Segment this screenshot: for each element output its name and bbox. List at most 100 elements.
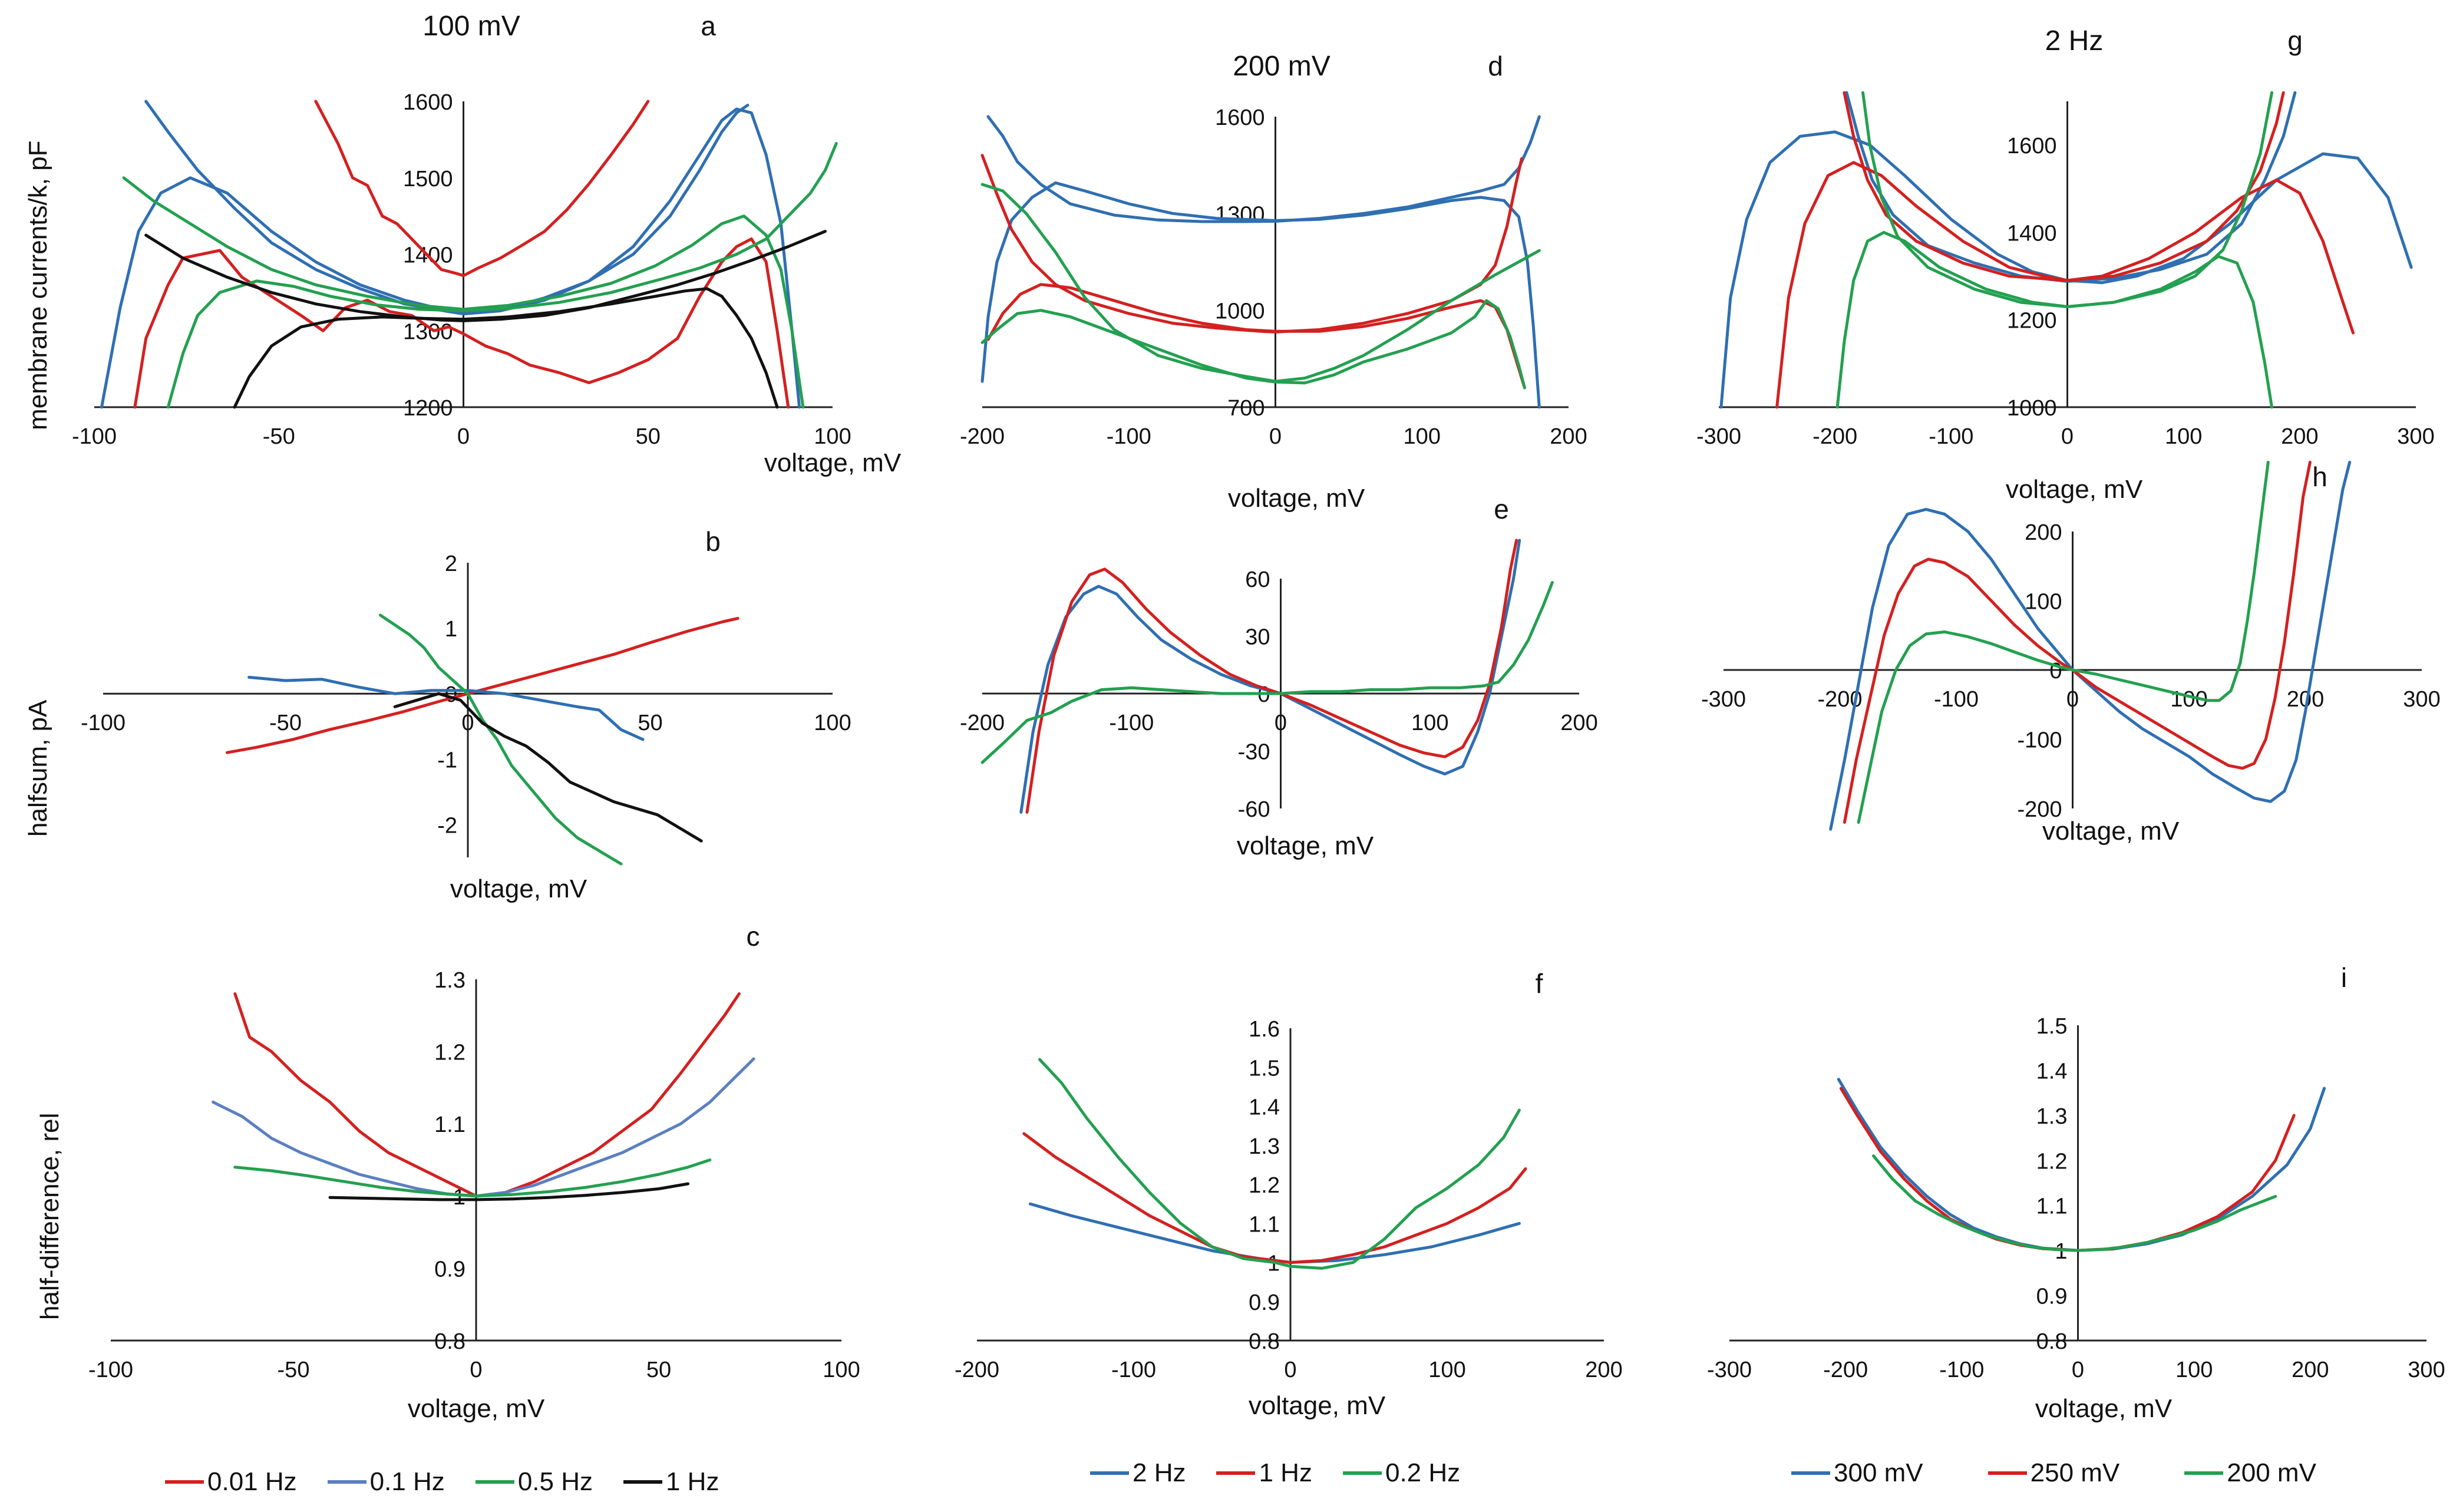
series-line-0-2-hz bbox=[980, 581, 1554, 764]
y-tick-label: 0.8 bbox=[1249, 1329, 1280, 1354]
series-line-0-01-hz bbox=[226, 616, 739, 754]
series-line-0-01-hz bbox=[233, 992, 741, 1198]
x-tick-label: 0 bbox=[2066, 687, 2079, 712]
legend-label: 300 mV bbox=[1834, 1458, 1923, 1487]
series-line-0-1-hz bbox=[212, 1057, 755, 1198]
y-tick-label: 1300 bbox=[1215, 202, 1265, 227]
x-tick-label: 0 bbox=[461, 711, 474, 735]
x-tick-label: -200 bbox=[960, 711, 1005, 735]
x-tick-label: -100 bbox=[1109, 711, 1154, 735]
legend-swatch-2hz bbox=[1090, 1471, 1129, 1475]
legend-left: 0.01 Hz 0.1 Hz 0.5 Hz 1 Hz bbox=[165, 1467, 750, 1497]
panel-letter: f bbox=[1536, 968, 1543, 999]
panel-g: -300 -200 -100 0 100 200 300 1000 1200 1400 1600 vo… bbox=[1696, 25, 2435, 504]
panel-title: 2 Hz bbox=[2045, 25, 2104, 57]
legend-label: 200 mV bbox=[2227, 1458, 2316, 1487]
legend-item: 0.1 Hz bbox=[327, 1467, 445, 1497]
series-line-1-hz bbox=[1022, 1132, 1527, 1264]
y-tick-label: 1600 bbox=[403, 90, 453, 115]
x-tick-label: 0 bbox=[1269, 424, 1282, 449]
y-tick-label: 0 bbox=[445, 682, 457, 707]
x-tick-label: 0 bbox=[2061, 424, 2074, 449]
x-axis-label: voltage, mV bbox=[764, 448, 902, 477]
y-tick-label: 1.3 bbox=[434, 968, 465, 993]
legend-item: 1 Hz bbox=[623, 1467, 719, 1497]
y-tick-label: 2 bbox=[445, 552, 457, 576]
x-tick-label: 50 bbox=[638, 711, 662, 735]
y-tick-label: 1.1 bbox=[1249, 1212, 1280, 1237]
x-tick-label: -100 bbox=[72, 424, 117, 449]
series-line-200-mv bbox=[1861, 91, 2273, 308]
y-tick-label: 0.8 bbox=[434, 1329, 465, 1354]
legend-item: 0.2 Hz bbox=[1342, 1458, 1460, 1488]
panel-letter: h bbox=[2312, 461, 2327, 492]
legend-item: 0.5 Hz bbox=[475, 1467, 593, 1497]
panel-d: -200 -100 0 100 200 700 1000 1300 1600 voltage, m… bbox=[960, 51, 1587, 513]
legend-label: 1 Hz bbox=[1259, 1458, 1312, 1487]
legend-item: 2 Hz bbox=[1090, 1458, 1186, 1488]
y-axis-title-row2: halfsum, pA bbox=[24, 699, 52, 837]
panel-c: -100 -50 0 50 100 0.8 0.9 1 1.1 1.2 1.3 voltage, mV… bbox=[88, 921, 860, 1423]
y-tick-label: 1.5 bbox=[1249, 1056, 1280, 1081]
legend-label: 1 Hz bbox=[665, 1467, 719, 1496]
y-tick-label: 200 bbox=[2025, 520, 2062, 545]
panel-i: -300 -200 -100 0 100 200 300 0.8 0.9 1 1.1 1.2 1.3 1.… bbox=[1707, 962, 2445, 1423]
x-tick-label: 100 bbox=[814, 424, 851, 449]
x-tick-label: -200 bbox=[960, 424, 1005, 449]
y-tick-label: 1 bbox=[453, 1185, 465, 1210]
y-tick-label: 0.9 bbox=[1249, 1290, 1280, 1315]
x-tick-label: 300 bbox=[2403, 687, 2440, 712]
y-tick-label: 1600 bbox=[1215, 105, 1265, 130]
panel-letter: b bbox=[705, 526, 721, 557]
y-tick-label: 0.9 bbox=[434, 1257, 465, 1282]
legend-label: 0.5 Hz bbox=[517, 1467, 593, 1496]
y-tick-label: 1500 bbox=[403, 167, 453, 192]
x-tick-label: -50 bbox=[278, 1358, 310, 1382]
legend-item: 1 Hz bbox=[1216, 1458, 1312, 1488]
series-line-0-5-hz bbox=[233, 1158, 712, 1198]
x-axis-label: voltage, mV bbox=[1249, 1391, 1386, 1420]
x-tick-label: -100 bbox=[88, 1358, 133, 1382]
y-tick-label: -60 bbox=[1238, 797, 1270, 822]
legend-label: 250 mV bbox=[2030, 1458, 2120, 1487]
y-tick-label: 1000 bbox=[1215, 299, 1265, 324]
y-tick-label: 30 bbox=[1245, 625, 1270, 650]
x-tick-label: -300 bbox=[1696, 424, 1741, 449]
panel-letter: c bbox=[747, 921, 760, 952]
series-line-300-mv bbox=[1719, 130, 2413, 409]
x-axis-label: voltage, mV bbox=[1237, 831, 1374, 860]
x-tick-label: -100 bbox=[1929, 424, 1973, 449]
y-tick-label: 1.4 bbox=[1249, 1095, 1280, 1120]
legend-swatch-300mv bbox=[1791, 1471, 1830, 1475]
x-tick-label: 100 bbox=[1411, 711, 1448, 735]
x-tick-label: -100 bbox=[1934, 687, 1979, 712]
x-tick-label: 200 bbox=[2281, 424, 2318, 449]
x-tick-label: 100 bbox=[1404, 424, 1441, 449]
series-line-200-mv bbox=[1872, 1154, 2277, 1252]
series-line-1-hz bbox=[144, 230, 827, 322]
x-axis-label: voltage, mV bbox=[2035, 1394, 2173, 1423]
panel-f: -200 -100 0 100 2000.80.911.11.21.31.41.51.6… bbox=[955, 968, 1623, 1420]
x-axis-label: voltage, mV bbox=[2006, 475, 2143, 504]
legend-item: 250 mV bbox=[1988, 1458, 2120, 1488]
x-tick-label: -100 bbox=[1939, 1358, 1984, 1382]
x-tick-label: -100 bbox=[1111, 1358, 1156, 1382]
x-axis-label: voltage, mV bbox=[1228, 484, 1365, 513]
y-tick-label: 1.3 bbox=[1249, 1134, 1280, 1159]
y-tick-label: -100 bbox=[2017, 728, 2062, 753]
x-axis-label: voltage, mV bbox=[408, 1394, 545, 1423]
legend-swatch-0-01hz bbox=[165, 1480, 204, 1484]
legend-label: 2 Hz bbox=[1133, 1458, 1186, 1487]
y-tick-label: 0.9 bbox=[2036, 1285, 2068, 1309]
y-tick-label: 1200 bbox=[403, 396, 453, 421]
x-tick-label: -50 bbox=[269, 711, 302, 735]
y-tick-label: -1 bbox=[437, 748, 457, 772]
y-axis-title-row1: membrane currents/k, pF bbox=[24, 140, 52, 431]
series-line-250-mv bbox=[1839, 1087, 2296, 1252]
y-tick-label: 1.2 bbox=[434, 1041, 465, 1065]
y-tick-label: 1.2 bbox=[2036, 1149, 2068, 1174]
x-tick-label: -200 bbox=[955, 1358, 999, 1382]
legend-right: 300 mV 250 mV 200 mV bbox=[1791, 1458, 2347, 1488]
